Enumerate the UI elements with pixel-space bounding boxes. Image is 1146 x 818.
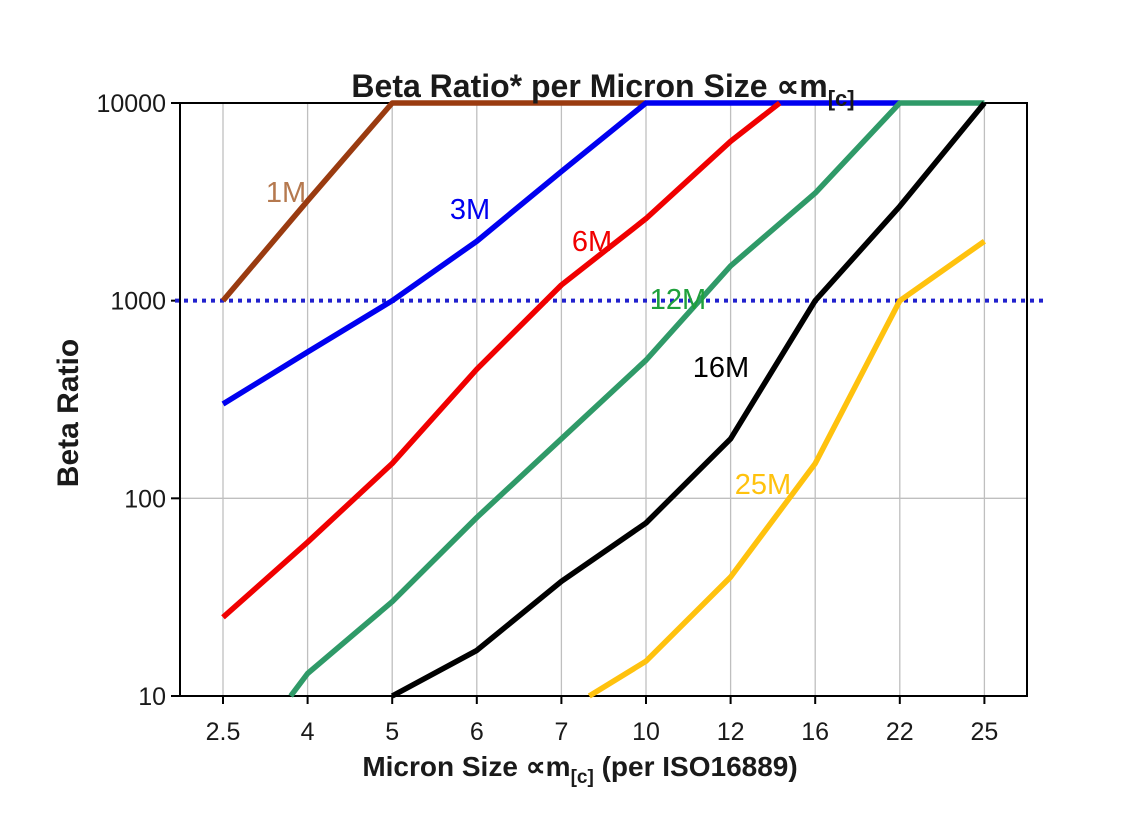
y-axis-label: Beta Ratio (52, 339, 85, 487)
series-line-25m (587, 238, 986, 699)
x-tick-label: 5 (385, 718, 399, 746)
x-axis-label-main: Micron Size ∝m (362, 751, 570, 782)
x-tick-label: 2.5 (206, 718, 241, 746)
series-label-25m: 25M (735, 469, 791, 501)
series-label-16m: 16M (693, 352, 749, 384)
series-label-1m: 1M (266, 177, 306, 209)
x-tick-label: 12 (717, 718, 745, 746)
series-labels-layer: 1M 3M 6M 12M 16M 25M (266, 177, 791, 501)
series-line-12m (288, 100, 985, 698)
series-label-3m: 3M (450, 194, 490, 226)
series-line-16m (390, 101, 987, 699)
x-tick-label: 4 (301, 718, 315, 746)
x-axis-label-subscript: [c] (571, 767, 594, 788)
series-line-1m (220, 100, 646, 303)
series-label-6m: 6M (572, 226, 612, 258)
y-tick-label: 10 (138, 683, 166, 711)
series-lines-layer (220, 100, 987, 699)
chart-title: Beta Ratio* per Micron Size ∝m[c] (351, 68, 854, 111)
x-axis-label: Micron Size ∝m[c] (per ISO16889) (362, 751, 797, 788)
series-line-6m (221, 100, 782, 620)
x-axis-label-suffix: (per ISO16889) (594, 751, 798, 782)
x-tick-label: 7 (554, 718, 568, 746)
y-tick-label: 1000 (110, 288, 166, 316)
x-tick-label: 6 (470, 718, 484, 746)
x-tick-label: 16 (801, 718, 829, 746)
tick-labels-layer: 10000 1000 100 10 2.5 4 5 6 7 10 12 16 22 25 (96, 90, 998, 746)
y-tick-label: 100 (124, 485, 166, 513)
x-tick-label: 10 (632, 718, 660, 746)
series-line-3m (221, 100, 900, 407)
chart-title-main: Beta Ratio* per Micron Size ∝m (351, 68, 827, 104)
y-tick-label: 10000 (96, 90, 166, 118)
x-tick-label: 25 (970, 718, 998, 746)
x-tick-label: 22 (886, 718, 914, 746)
series-label-12m: 12M (650, 284, 706, 316)
chart-title-subscript: [c] (828, 86, 855, 111)
